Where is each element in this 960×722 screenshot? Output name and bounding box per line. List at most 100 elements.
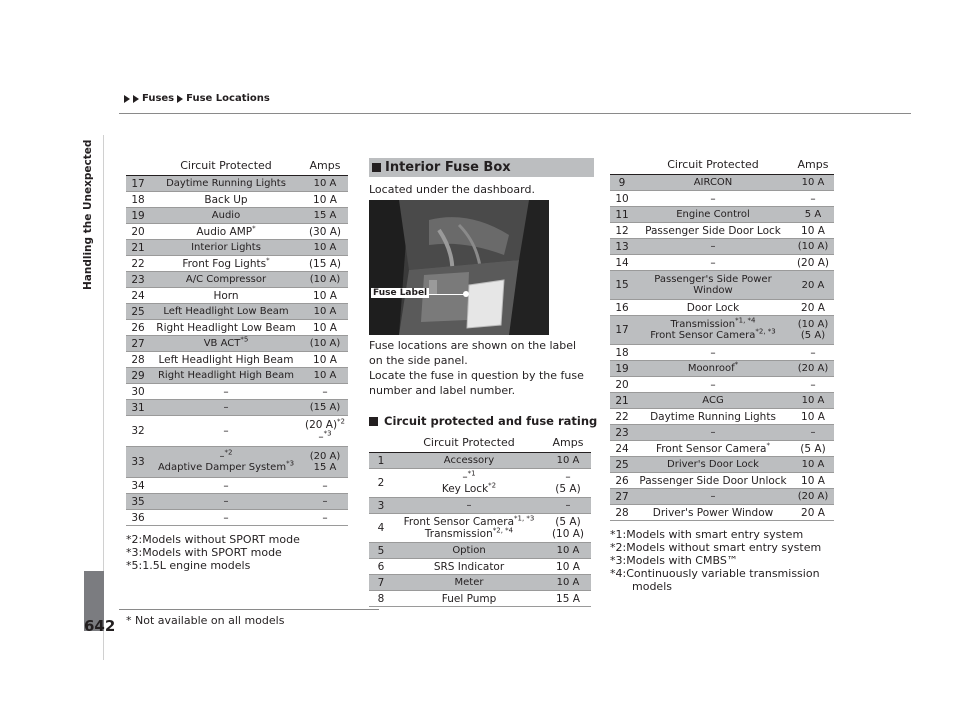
circuit-protected-line: Front Fog Lights* bbox=[150, 257, 302, 270]
fuse-amps-text: – bbox=[322, 385, 328, 398]
circuit-protected: – bbox=[150, 399, 302, 416]
table-header-amps: Amps bbox=[545, 433, 591, 453]
circuit-protected: Front Sensor Camera*1, *3 Transmission*2,… bbox=[393, 513, 545, 543]
table-row: 25 Left Headlight Low Beam 10 A bbox=[126, 303, 348, 320]
circuit-protected-line: – bbox=[150, 425, 302, 437]
circuit-protected-text: Adaptive Damper System bbox=[157, 462, 287, 473]
circuit-protected-text: A/C Compressor bbox=[185, 274, 267, 285]
fuse-number: 10 bbox=[610, 190, 634, 207]
fuse-number: 17 bbox=[126, 175, 150, 192]
label-location-text: Fuse locations are shown on the label on… bbox=[369, 339, 577, 367]
fuse-amps-line: 10 A bbox=[302, 178, 348, 189]
table-row: 21 ACG 10 A bbox=[610, 392, 834, 409]
circuit-protected: Back Up bbox=[150, 191, 302, 208]
fuse-amps: 10 A bbox=[792, 408, 834, 425]
fuse-amps-text: 10 A bbox=[313, 242, 337, 253]
fuse-amps-text: (15 A) bbox=[308, 257, 342, 270]
fuse-number: 18 bbox=[126, 191, 150, 208]
fuse-number: 29 bbox=[126, 367, 150, 384]
circuit-protected: VB ACT*5 bbox=[150, 335, 302, 352]
fuse-amps-text: (10 A) bbox=[551, 528, 585, 540]
fuse-number: 19 bbox=[610, 360, 634, 377]
circuit-protected-line: – bbox=[150, 386, 302, 398]
circuit-protected-text: ACG bbox=[702, 395, 724, 406]
fuse-amps: – bbox=[302, 509, 348, 526]
footnote-marker: *1, *3 bbox=[514, 514, 535, 523]
circuit-protected-line: –*2 bbox=[150, 449, 302, 462]
fuse-number: 12 bbox=[610, 222, 634, 239]
fuse-amps-text: (20 A) bbox=[309, 451, 341, 462]
circuit-protected: – bbox=[150, 383, 302, 400]
fuse-amps-text: 10 A bbox=[801, 177, 825, 188]
circuit-protected-text: Daytime Running Lights bbox=[650, 410, 776, 423]
circuit-protected: – bbox=[393, 497, 545, 514]
circuit-protected-line: Front Sensor Camera*2, *3 bbox=[634, 328, 792, 341]
circuit-protected: – bbox=[150, 509, 302, 526]
circuit-protected-line: Fuel Pump bbox=[393, 593, 545, 605]
fuse-amps-line: (20 A) bbox=[792, 257, 834, 269]
circuit-protected-line: – bbox=[150, 512, 302, 524]
circuit-protected-text: – bbox=[223, 402, 229, 413]
fuse-amps-line: – bbox=[545, 471, 591, 483]
square-bullet-icon bbox=[369, 416, 378, 426]
circuit-protected: –*2 Adaptive Damper System*3 bbox=[150, 446, 302, 478]
circuit-protected: –*1 Key Lock*2 bbox=[393, 468, 545, 498]
circuit-protected-text: – bbox=[223, 496, 229, 507]
fuse-number: 16 bbox=[610, 299, 634, 316]
breadcrumb-item[interactable]: Fuses bbox=[142, 93, 175, 104]
fuse-amps-line: (10 A) bbox=[302, 274, 348, 285]
fuse-amps-line: 10 A bbox=[792, 411, 834, 423]
circuit-protected: Passenger Side Door Lock bbox=[634, 222, 792, 239]
circuit-protected-text: Moonroof bbox=[687, 363, 735, 374]
fuse-amps: (30 A) bbox=[302, 223, 348, 240]
circuit-protected-text: Left Headlight Low Beam bbox=[163, 306, 289, 317]
fuse-amps-text: – bbox=[810, 378, 816, 391]
fuse-box-photo: Fuse Label bbox=[369, 200, 549, 335]
table-row: 32– (20 A)*2 –*3 bbox=[126, 415, 348, 447]
fuse-amps-line: 10 A bbox=[302, 354, 348, 366]
footnote-marker: *5 bbox=[240, 335, 249, 344]
circuit-protected-line: Left Headlight Low Beam bbox=[150, 306, 302, 317]
circuit-protected-text: – bbox=[710, 256, 716, 269]
fuse-amps-text: 10 A bbox=[313, 289, 337, 302]
footnote-marker: *1 bbox=[467, 469, 476, 478]
interior-fuse-box-heading: Interior Fuse Box bbox=[369, 158, 594, 177]
fuse-amps-text: (20 A) bbox=[796, 256, 830, 269]
circuit-protected-line: Engine Control bbox=[634, 209, 792, 220]
fuse-number: 22 bbox=[126, 255, 150, 272]
fuse-amps-line: – bbox=[792, 347, 834, 359]
table-row: 23 – – bbox=[610, 424, 834, 441]
fuse-amps-line: 15 A bbox=[302, 462, 348, 473]
circuit-protected-text: Interior Lights bbox=[191, 242, 261, 253]
circuit-protected: Audio AMP* bbox=[150, 223, 302, 240]
fuse-amps: (20 A) bbox=[792, 254, 834, 271]
chapter-tab-marker bbox=[84, 571, 104, 631]
circuit-rating-subheading: Circuit protected and fuse rating bbox=[369, 414, 597, 428]
circuit-protected-text: – bbox=[223, 425, 229, 437]
fuse-number: 23 bbox=[610, 424, 634, 441]
fuse-amps-text: – bbox=[810, 346, 816, 359]
fuse-amps-text: (15 A) bbox=[309, 402, 341, 413]
sidebar-divider bbox=[103, 135, 104, 660]
fuse-amps: (15 A) bbox=[302, 255, 348, 272]
circuit-protected: – bbox=[150, 477, 302, 494]
fuse-amps: – bbox=[792, 376, 834, 393]
table-row: 24 Horn 10 A bbox=[126, 287, 348, 304]
fuse-amps-text: – bbox=[322, 479, 328, 492]
circuit-protected-line: – bbox=[634, 347, 792, 359]
fuse-number: 33 bbox=[126, 446, 150, 478]
fuse-amps-line: (5 A) bbox=[545, 483, 591, 495]
circuit-protected-line: Accessory bbox=[393, 455, 545, 466]
circuit-protected: Driver's Door Lock bbox=[634, 456, 792, 473]
circuit-protected: Option bbox=[393, 542, 545, 559]
circuit-protected-line: – bbox=[634, 379, 792, 391]
breadcrumb-item[interactable]: Fuse Locations bbox=[186, 93, 270, 104]
circuit-protected-line: Interior Lights bbox=[150, 242, 302, 253]
fuse-amps: (10 A) (5 A) bbox=[792, 315, 834, 345]
footnote: *2:Models without SPORT mode bbox=[126, 533, 300, 546]
circuit-protected: Right Headlight High Beam bbox=[150, 367, 302, 384]
circuit-protected-text: – bbox=[223, 479, 229, 492]
fuse-amps-line: 10 A bbox=[302, 370, 348, 381]
circuit-protected: Daytime Running Lights bbox=[634, 408, 792, 425]
table-row: 24 Front Sensor Camera* (5 A) bbox=[610, 440, 834, 457]
